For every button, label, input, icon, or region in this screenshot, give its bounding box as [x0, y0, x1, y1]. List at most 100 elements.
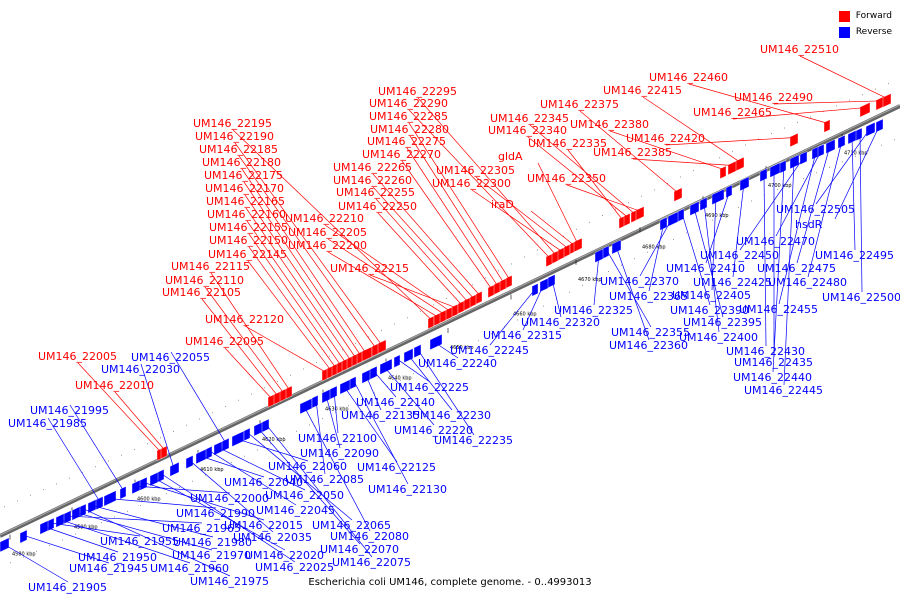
leader-line	[407, 354, 453, 411]
reverse-gene	[413, 344, 422, 359]
reverse-gene-label: UM146_22475	[757, 262, 836, 275]
forward-gene	[719, 165, 727, 180]
reverse-gene-label: UM146_22060	[268, 460, 347, 473]
reverse-gene	[47, 517, 55, 532]
track-dot	[108, 460, 109, 462]
leader-line	[135, 485, 231, 494]
reverse-gene-label: UM146_22495	[815, 249, 894, 262]
reverse-gene-label: UM146_22425	[693, 276, 772, 289]
forward-gene-label: UM146_22285	[369, 110, 448, 123]
forward-gene	[635, 206, 645, 221]
leader-line	[201, 298, 278, 396]
reverse-gene-label: UM146_21985	[8, 417, 87, 430]
reverse-gene	[231, 430, 245, 447]
reverse-gene-label: UM146_22505	[776, 203, 855, 216]
track-dot	[803, 177, 804, 179]
leader-line	[639, 218, 673, 277]
reverse-gene-label: UM146_22135	[341, 409, 420, 422]
track-dot	[212, 412, 213, 414]
track-dot	[517, 319, 518, 321]
reverse-gene-label: UM146_21960	[150, 562, 229, 575]
reverse-gene	[602, 245, 610, 259]
leader-line	[23, 535, 110, 564]
track-dot	[784, 127, 785, 129]
leader-line	[47, 417, 101, 503]
track-dot	[543, 305, 544, 307]
track-dot	[101, 522, 102, 524]
forward-gene-label: UM146_22190	[195, 130, 274, 143]
track-dot	[660, 245, 661, 247]
leader-line	[67, 515, 203, 524]
leader-line	[732, 107, 864, 120]
forward-gene	[451, 303, 459, 318]
reverse-gene-label: UM146_21905	[28, 581, 107, 594]
tick-label: 4640 kbp	[388, 376, 412, 382]
reverse-gene-label: UM146_21990	[176, 507, 255, 520]
track-dot	[868, 150, 869, 152]
track-dot	[732, 150, 733, 152]
leader-line	[69, 404, 125, 492]
reverse-gene-label: UM146_21945	[69, 562, 148, 575]
forward-gene-label: UM146_22105	[162, 286, 241, 299]
track-dot	[205, 474, 206, 476]
reverse-gene-label: UM146_22365	[609, 290, 688, 303]
reverse-gene	[55, 512, 66, 528]
tick-label: 4670 kbp	[578, 277, 602, 283]
track-dot	[680, 176, 681, 178]
forward-gene-label: gldA	[498, 150, 523, 163]
track-dot	[140, 505, 141, 507]
track-dot	[121, 454, 122, 456]
leader-line	[353, 381, 409, 485]
track-dot	[192, 480, 193, 482]
track-dot	[582, 284, 583, 286]
track-dot	[49, 545, 50, 547]
leader-line	[51, 522, 141, 537]
track-dot	[179, 486, 180, 488]
leader-line	[401, 160, 492, 289]
forward-gene	[859, 102, 871, 118]
reverse-gene	[19, 529, 28, 544]
track-dot	[264, 387, 265, 389]
forward-gene	[673, 187, 683, 202]
reverse-gene	[131, 479, 142, 495]
track-dot	[153, 499, 154, 501]
reverse-gene-label: UM146_22360	[609, 339, 688, 352]
track-dot	[114, 516, 115, 518]
legend-reverse-label: Reverse	[855, 27, 892, 37]
track-dot	[322, 418, 323, 420]
track-dot	[413, 373, 414, 375]
reverse-gene-label: UM146_22395	[683, 316, 762, 329]
track-dot	[361, 398, 362, 400]
leader-line	[161, 473, 296, 563]
leader-line	[409, 135, 504, 282]
forward-gene-label: UM146_22305	[436, 164, 515, 177]
track-dot	[563, 235, 564, 237]
reverse-gene-label: UM146_22500	[822, 291, 900, 304]
reverse-gene-label: UM146_22030	[101, 363, 180, 376]
forward-gene-label: UM146_22350	[527, 172, 606, 185]
forward-gene	[563, 244, 571, 258]
track-dot	[420, 310, 421, 312]
track-dot	[309, 424, 310, 426]
leader-line	[241, 168, 366, 353]
reverse-gene-label: UM146_22405	[672, 289, 751, 302]
track-dot	[75, 533, 76, 535]
leader-line	[688, 83, 828, 124]
track-dot	[368, 336, 369, 338]
track-dot	[608, 271, 609, 273]
forward-gene-label: UM146_22420	[626, 132, 705, 145]
forward-gene-label: UM146_22385	[593, 146, 672, 159]
leader-line	[433, 341, 459, 359]
leader-line	[77, 362, 161, 452]
legend-reverse: Reverse	[838, 24, 892, 40]
leader-line	[566, 184, 640, 212]
reverse-gene-label: UM146_22080	[330, 530, 409, 543]
reverse-gene	[157, 469, 165, 483]
leader-line	[632, 158, 732, 166]
leader-line	[43, 526, 119, 553]
genome-backbone-highlight	[0, 104, 900, 536]
track-dot	[238, 399, 239, 401]
reverse-gene	[169, 461, 180, 477]
track-dot	[433, 304, 434, 306]
leader-line	[324, 224, 450, 311]
